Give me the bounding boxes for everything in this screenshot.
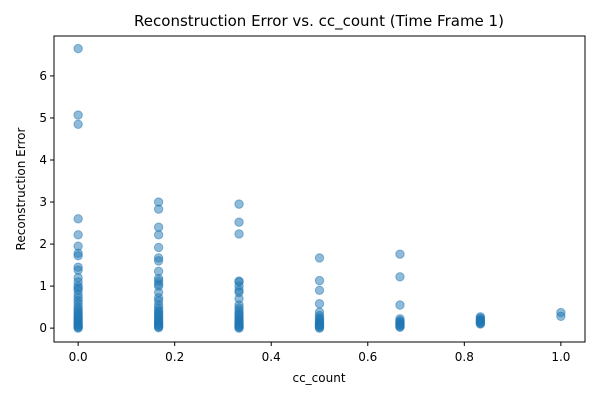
x-tick-label: 0.4 xyxy=(262,350,281,364)
y-tick-label: 2 xyxy=(39,237,47,251)
scatter-point xyxy=(153,242,164,253)
scatter-point xyxy=(73,110,83,120)
y-tick-label: 6 xyxy=(39,69,47,83)
scatter-point xyxy=(314,323,325,333)
scatter-point xyxy=(475,319,486,329)
scatter-point xyxy=(314,253,325,263)
scatter-point xyxy=(234,199,244,209)
scatter-point xyxy=(153,256,164,266)
y-axis-label: Reconstruction Error xyxy=(14,128,28,251)
y-tick-label: 5 xyxy=(39,111,47,125)
scatter-point xyxy=(314,285,325,295)
y-axis-ticks: 0 1 2 3 4 5 6 xyxy=(39,69,54,335)
x-tick-label: 0.6 xyxy=(358,350,377,364)
scatter-point xyxy=(395,322,405,332)
scatter-point xyxy=(153,230,164,240)
y-tick-label: 3 xyxy=(39,195,47,209)
x-tick-label: 0.2 xyxy=(165,350,184,364)
scatter-point xyxy=(73,214,83,224)
y-tick-label: 4 xyxy=(39,153,47,167)
chart-title: Reconstruction Error vs. cc_count (Time … xyxy=(134,12,504,31)
scatter-point xyxy=(314,275,325,286)
x-tick-label: 0.0 xyxy=(69,350,88,364)
scatter-point xyxy=(73,119,83,129)
axes-frame xyxy=(53,35,586,343)
scatter-point xyxy=(314,299,325,309)
x-tick-label: 1.0 xyxy=(551,350,570,364)
x-axis-ticks: 0.0 0.2 0.4 0.6 0.8 1.0 xyxy=(69,342,570,364)
scatter-point xyxy=(234,217,244,227)
scatter-point xyxy=(234,323,244,333)
x-axis-label: cc_count xyxy=(292,371,345,385)
scatter-point xyxy=(73,251,83,261)
scatter-point xyxy=(395,272,405,282)
scatter-point xyxy=(73,43,83,54)
scatter-point xyxy=(73,230,83,240)
scatter-point xyxy=(395,249,405,259)
scatter-point xyxy=(395,300,405,310)
scatter-point xyxy=(234,229,244,239)
data-points xyxy=(73,43,566,333)
y-tick-label: 1 xyxy=(39,279,47,293)
scatter-point xyxy=(153,204,164,214)
scatter-point xyxy=(556,311,566,322)
scatter-point xyxy=(73,323,83,333)
x-tick-label: 0.8 xyxy=(455,350,474,364)
y-tick-label: 0 xyxy=(39,321,47,335)
scatter-point xyxy=(153,323,164,333)
